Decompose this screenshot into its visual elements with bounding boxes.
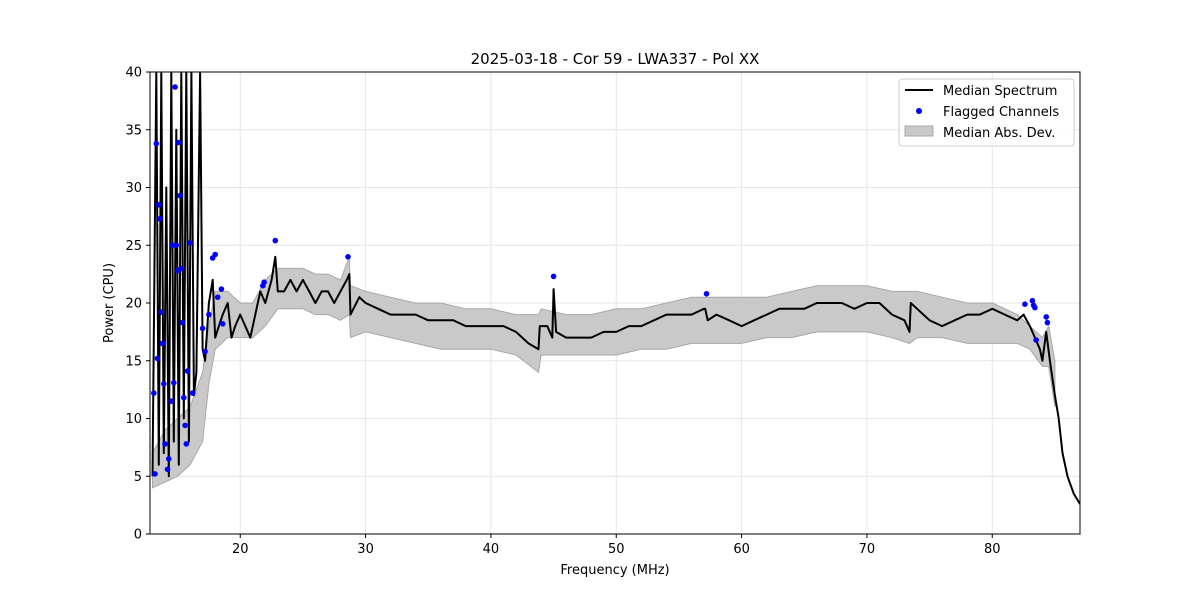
flagged-channel-point <box>151 390 157 396</box>
flagged-channel-point <box>550 273 557 280</box>
y-tick-label: 15 <box>125 354 142 369</box>
x-axis-label: Frequency (MHz) <box>560 563 669 578</box>
legend-median-label: Median Spectrum <box>943 84 1057 99</box>
legend-flagged-swatch <box>916 108 922 114</box>
flagged-channel-point <box>181 394 187 401</box>
x-tick-label: 30 <box>357 542 374 557</box>
flagged-channel-point <box>177 192 183 199</box>
x-tick-label: 20 <box>232 542 249 557</box>
x-tick-label: 60 <box>733 542 750 557</box>
x-tick-label: 50 <box>608 542 625 557</box>
flagged-channel-point <box>171 379 177 386</box>
flagged-channel-point <box>1022 301 1028 308</box>
flagged-channel-point <box>162 441 168 447</box>
flagged-channel-point <box>172 84 178 90</box>
y-tick-label: 0 <box>134 528 142 543</box>
flagged-channel-point <box>202 348 208 355</box>
y-tick-label: 30 <box>125 181 142 196</box>
flagged-channel-point <box>189 390 196 396</box>
flagged-channel-point <box>1044 319 1051 326</box>
flagged-channel-point <box>166 456 172 462</box>
flagged-channel-point <box>219 321 226 327</box>
flagged-points-layer <box>151 84 1051 477</box>
flagged-channel-point <box>199 325 206 332</box>
flagged-channel-point <box>183 441 190 447</box>
flagged-channel-point <box>179 319 186 326</box>
flagged-channel-point <box>214 294 221 301</box>
flagged-channel-point <box>164 466 171 473</box>
y-tick-label: 5 <box>134 470 142 485</box>
flagged-channel-point <box>159 340 166 347</box>
flagged-channel-point <box>272 237 279 244</box>
flagged-channel-point <box>345 253 351 260</box>
legend-flagged-label: Flagged Channels <box>943 105 1059 120</box>
flagged-channel-point <box>173 242 180 249</box>
flagged-channel-point <box>1029 297 1036 304</box>
x-tick-label: 70 <box>859 542 876 557</box>
flagged-channel-point <box>184 368 191 374</box>
flagged-channel-point <box>152 471 158 477</box>
mad-band <box>152 256 1056 489</box>
flagged-channel-point <box>212 251 218 258</box>
flagged-channel-point <box>157 215 163 222</box>
flagged-channel-point <box>158 309 165 316</box>
flagged-channel-point <box>261 279 267 286</box>
y-tick-label: 40 <box>125 66 142 81</box>
legend-mad-label: Median Abs. Dev. <box>943 126 1055 141</box>
y-tick-label: 10 <box>125 412 142 427</box>
x-ticks: 20 30 40 50 60 70 80 <box>232 534 1001 557</box>
flagged-channel-point <box>176 139 182 146</box>
flagged-channel-point <box>153 140 160 147</box>
flagged-channel-point <box>182 422 188 429</box>
flagged-channel-point <box>161 381 167 387</box>
flagged-channel-point <box>1032 304 1038 311</box>
legend: Median Spectrum Flagged Channels Median … <box>898 78 1075 147</box>
flagged-channel-point <box>154 355 161 362</box>
mad-band-layer <box>152 256 1056 489</box>
y-ticks: 0 5 10 15 20 25 30 35 40 <box>125 66 150 543</box>
flagged-channel-point <box>703 291 710 297</box>
x-tick-label: 40 <box>483 542 500 557</box>
y-tick-label: 20 <box>125 297 142 312</box>
x-tick-label: 80 <box>984 542 1001 557</box>
flagged-channel-point <box>156 202 162 208</box>
y-tick-label: 35 <box>125 123 142 138</box>
legend-mad-swatch <box>904 125 934 137</box>
legend-box <box>898 78 1075 147</box>
flagged-channel-point <box>168 398 175 405</box>
flagged-channel-point <box>206 311 212 318</box>
y-axis-label: Power (CPU) <box>102 263 117 343</box>
flagged-channel-point <box>1033 337 1039 343</box>
flagged-channel-point <box>178 265 185 272</box>
y-tick-label: 25 <box>125 239 142 254</box>
chart-title: 2025-03-18 - Cor 59 - LWA337 - Pol XX <box>471 50 760 68</box>
flagged-channel-point <box>187 240 193 246</box>
flagged-channel-point <box>1043 314 1049 320</box>
flagged-channel-point <box>218 286 225 292</box>
